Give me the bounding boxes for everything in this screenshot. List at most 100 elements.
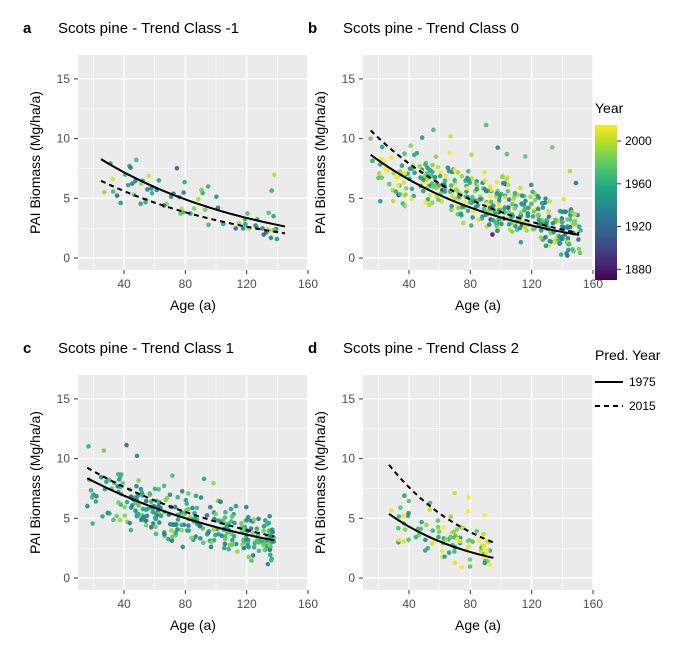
data-point	[267, 514, 272, 519]
data-point	[181, 190, 186, 195]
ytick-label: 10	[57, 132, 71, 146]
x-axis-title: Age (a)	[455, 297, 501, 313]
data-point	[194, 494, 199, 499]
data-point	[453, 561, 458, 566]
data-point	[270, 527, 275, 532]
xtick-label: 120	[237, 597, 257, 611]
ytick-label: 0	[348, 251, 355, 265]
ytick-label: 5	[63, 191, 70, 205]
data-point	[389, 508, 394, 513]
data-point	[428, 193, 433, 198]
data-point	[442, 525, 447, 530]
data-point	[531, 227, 536, 232]
x-axis-title: Age (a)	[170, 297, 216, 313]
data-point	[111, 177, 116, 182]
data-point	[447, 151, 452, 156]
data-point	[119, 472, 124, 477]
x-axis-title: Age (a)	[170, 617, 216, 633]
data-point	[421, 177, 426, 182]
data-point	[261, 543, 266, 548]
data-point	[558, 241, 563, 246]
data-point	[249, 558, 254, 563]
data-point	[576, 237, 581, 242]
data-point	[449, 515, 454, 520]
data-point	[484, 189, 489, 194]
data-point	[214, 195, 219, 200]
data-point	[568, 169, 573, 174]
data-point	[574, 181, 579, 186]
data-point	[490, 232, 495, 237]
data-point	[539, 235, 544, 240]
colorbar-tick: 1920	[625, 220, 652, 234]
data-point	[483, 178, 488, 183]
data-point	[561, 197, 566, 202]
data-point	[257, 549, 262, 554]
data-point	[235, 549, 240, 554]
data-point	[397, 514, 402, 519]
data-point	[168, 492, 173, 497]
data-point	[198, 524, 203, 529]
ytick-label: 0	[63, 251, 70, 265]
data-point	[547, 199, 552, 204]
data-point	[430, 163, 435, 168]
data-point	[431, 128, 436, 133]
data-point	[482, 561, 487, 566]
data-point	[89, 488, 94, 493]
data-point	[531, 214, 536, 219]
data-point	[199, 188, 204, 193]
data-point	[406, 511, 411, 516]
xtick-label: 80	[179, 597, 193, 611]
data-point	[465, 186, 470, 191]
data-point	[445, 165, 450, 170]
data-point	[452, 530, 457, 535]
data-point	[141, 507, 146, 512]
xtick-label: 120	[522, 277, 542, 291]
data-point	[547, 239, 552, 244]
data-point	[114, 514, 119, 519]
data-point	[563, 209, 568, 214]
data-point	[468, 564, 473, 569]
data-point	[512, 197, 517, 202]
data-point	[256, 517, 261, 522]
ytick-label: 0	[63, 571, 70, 585]
data-point	[520, 193, 525, 198]
data-point	[368, 136, 373, 141]
data-point	[199, 495, 204, 500]
data-point	[433, 175, 438, 180]
data-point	[482, 170, 487, 175]
data-point	[130, 181, 135, 186]
data-point	[111, 189, 116, 194]
data-point	[430, 541, 435, 546]
xtick-label: 120	[237, 277, 257, 291]
data-point	[558, 209, 563, 214]
data-point	[269, 557, 274, 562]
data-point	[519, 210, 524, 215]
data-point	[468, 200, 473, 205]
ytick-label: 15	[57, 72, 71, 86]
colorbar-title: Year	[595, 100, 624, 116]
data-point	[528, 195, 533, 200]
data-point	[495, 229, 500, 234]
data-point	[523, 154, 528, 159]
data-point	[436, 525, 441, 530]
data-point	[403, 204, 408, 209]
data-point	[244, 505, 249, 510]
data-point	[458, 539, 463, 544]
data-point	[213, 533, 218, 538]
data-point	[520, 202, 525, 207]
data-point	[482, 545, 487, 550]
data-point	[115, 193, 120, 198]
data-point	[412, 153, 417, 158]
data-point	[102, 190, 107, 195]
data-point	[90, 521, 95, 526]
data-point	[184, 498, 189, 503]
legend-area: Year2000196019201880Pred. Year19752015	[595, 0, 685, 500]
data-point	[117, 477, 122, 482]
data-point	[423, 538, 428, 543]
data-point	[444, 537, 449, 542]
data-point	[449, 208, 454, 213]
data-point	[223, 510, 228, 515]
ytick-label: 10	[342, 132, 356, 146]
data-point	[175, 166, 180, 171]
data-point	[577, 247, 582, 252]
